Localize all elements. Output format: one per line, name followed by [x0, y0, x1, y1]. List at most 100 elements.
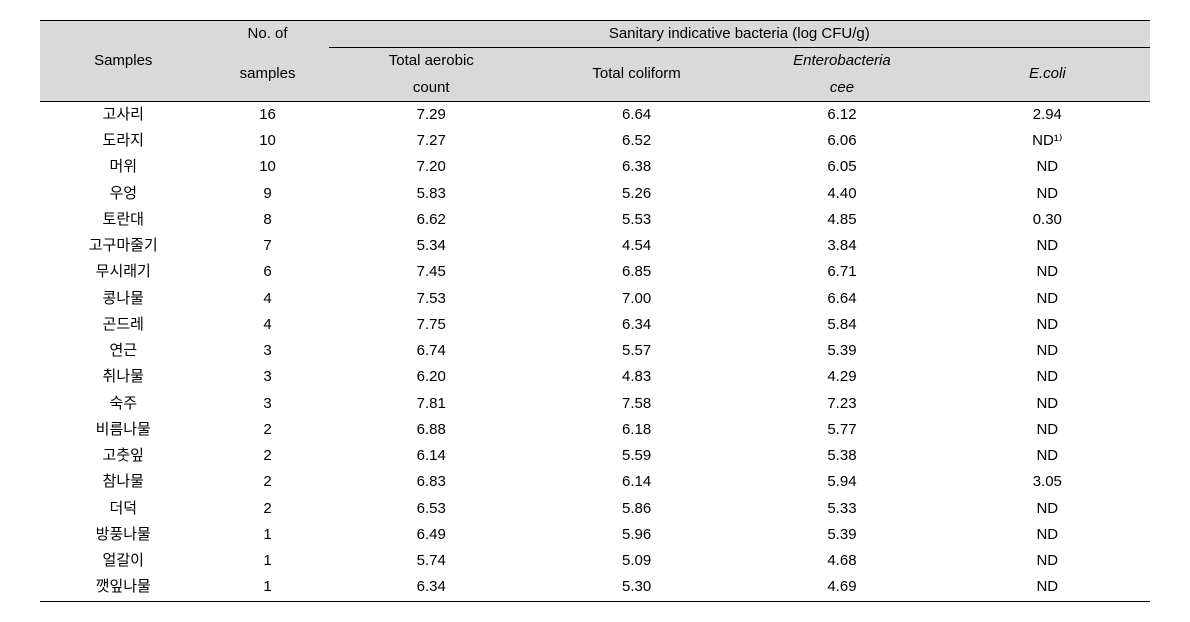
ecoli-cell: ND — [945, 259, 1150, 285]
ecoli-cell: ND — [945, 364, 1150, 390]
header-ent-line2: cee — [739, 75, 944, 102]
n-cell: 2 — [207, 443, 329, 469]
table-body: 고사리167.296.646.122.94도라지107.276.526.06ND… — [40, 101, 1150, 601]
sample-cell: 방풍나물 — [40, 522, 207, 548]
sample-cell: 도라지 — [40, 128, 207, 154]
ecoli-cell: ND — [945, 548, 1150, 574]
tc-cell: 5.09 — [534, 548, 739, 574]
ecoli-cell: 2.94 — [945, 101, 1150, 128]
n-cell: 1 — [207, 574, 329, 601]
ecoli-cell: ND — [945, 154, 1150, 180]
n-cell: 4 — [207, 312, 329, 338]
ecoli-cell: ND¹⁾ — [945, 128, 1150, 154]
sample-cell: 곤드레 — [40, 312, 207, 338]
n-cell: 3 — [207, 364, 329, 390]
header-ent-line1: Enterobacteria — [739, 48, 944, 75]
ent-cell: 4.68 — [739, 548, 944, 574]
tac-cell: 7.29 — [329, 101, 534, 128]
ent-cell: 7.23 — [739, 391, 944, 417]
ent-cell: 4.85 — [739, 207, 944, 233]
ent-cell: 5.33 — [739, 496, 944, 522]
tac-cell: 6.14 — [329, 443, 534, 469]
sample-cell: 머위 — [40, 154, 207, 180]
table-row: 머위107.206.386.05ND — [40, 154, 1150, 180]
ent-cell: 3.84 — [739, 233, 944, 259]
tac-cell: 7.81 — [329, 391, 534, 417]
ent-cell: 4.29 — [739, 364, 944, 390]
n-cell: 2 — [207, 417, 329, 443]
ent-cell: 6.71 — [739, 259, 944, 285]
ecoli-cell: ND — [945, 181, 1150, 207]
table-row: 우엉95.835.264.40ND — [40, 181, 1150, 207]
bacteria-table: Samples No. of Sanitary indicative bacte… — [40, 20, 1150, 602]
header-group-title: Sanitary indicative bacteria (log CFU/g) — [329, 21, 1150, 48]
sample-cell: 비름나물 — [40, 417, 207, 443]
ent-cell: 4.69 — [739, 574, 944, 601]
tc-cell: 4.83 — [534, 364, 739, 390]
ecoli-cell: ND — [945, 417, 1150, 443]
sample-cell: 고사리 — [40, 101, 207, 128]
n-cell: 6 — [207, 259, 329, 285]
table-row: 곤드레47.756.345.84ND — [40, 312, 1150, 338]
table-row: 고구마줄기75.344.543.84ND — [40, 233, 1150, 259]
tc-cell: 5.26 — [534, 181, 739, 207]
header-tac-line2: count — [329, 75, 534, 102]
tac-cell: 5.74 — [329, 548, 534, 574]
ent-cell: 5.39 — [739, 522, 944, 548]
table-row: 숙주37.817.587.23ND — [40, 391, 1150, 417]
ecoli-cell: ND — [945, 391, 1150, 417]
sample-cell: 고춧잎 — [40, 443, 207, 469]
table-row: 도라지107.276.526.06ND¹⁾ — [40, 128, 1150, 154]
tc-cell: 5.59 — [534, 443, 739, 469]
n-cell: 1 — [207, 522, 329, 548]
tac-cell: 7.75 — [329, 312, 534, 338]
tac-cell: 6.20 — [329, 364, 534, 390]
tac-cell: 6.53 — [329, 496, 534, 522]
header-samples: Samples — [40, 21, 207, 102]
n-cell: 10 — [207, 128, 329, 154]
header-ecoli-italic: E.coli — [1029, 65, 1066, 82]
ent-cell: 6.06 — [739, 128, 944, 154]
tac-cell: 5.83 — [329, 181, 534, 207]
header-ecoli: E.coli — [945, 48, 1150, 102]
tc-cell: 5.86 — [534, 496, 739, 522]
sample-cell: 얼갈이 — [40, 548, 207, 574]
tac-cell: 6.49 — [329, 522, 534, 548]
ecoli-cell: ND — [945, 496, 1150, 522]
ent-cell: 4.40 — [739, 181, 944, 207]
tac-cell: 7.20 — [329, 154, 534, 180]
n-cell: 2 — [207, 496, 329, 522]
ecoli-cell: ND — [945, 312, 1150, 338]
tac-cell: 6.74 — [329, 338, 534, 364]
sample-cell: 우엉 — [40, 181, 207, 207]
tc-cell: 6.38 — [534, 154, 739, 180]
ent-cell: 5.38 — [739, 443, 944, 469]
ent-cell: 6.64 — [739, 286, 944, 312]
sample-cell: 참나물 — [40, 469, 207, 495]
ent-cell: 5.77 — [739, 417, 944, 443]
tc-cell: 5.57 — [534, 338, 739, 364]
table-row: 더덕26.535.865.33ND — [40, 496, 1150, 522]
sample-cell: 토란대 — [40, 207, 207, 233]
ent-cell: 5.94 — [739, 469, 944, 495]
header-ent-italic2: cee — [830, 79, 854, 96]
ent-cell: 5.39 — [739, 338, 944, 364]
table-row: 고사리167.296.646.122.94 — [40, 101, 1150, 128]
ecoli-cell: ND — [945, 233, 1150, 259]
header-ent-italic: Enterobacteria — [793, 52, 891, 69]
n-cell: 10 — [207, 154, 329, 180]
tc-cell: 5.96 — [534, 522, 739, 548]
ent-cell: 5.84 — [739, 312, 944, 338]
table-row: 토란대86.625.534.850.30 — [40, 207, 1150, 233]
header-tac-line1: Total aerobic — [329, 48, 534, 75]
sample-cell: 깻잎나물 — [40, 574, 207, 601]
table-row: 고춧잎26.145.595.38ND — [40, 443, 1150, 469]
tc-cell: 6.34 — [534, 312, 739, 338]
n-cell: 3 — [207, 391, 329, 417]
tac-cell: 6.88 — [329, 417, 534, 443]
n-cell: 3 — [207, 338, 329, 364]
ecoli-cell: 0.30 — [945, 207, 1150, 233]
table-row: 깻잎나물16.345.304.69ND — [40, 574, 1150, 601]
ecoli-cell: ND — [945, 522, 1150, 548]
n-cell: 9 — [207, 181, 329, 207]
